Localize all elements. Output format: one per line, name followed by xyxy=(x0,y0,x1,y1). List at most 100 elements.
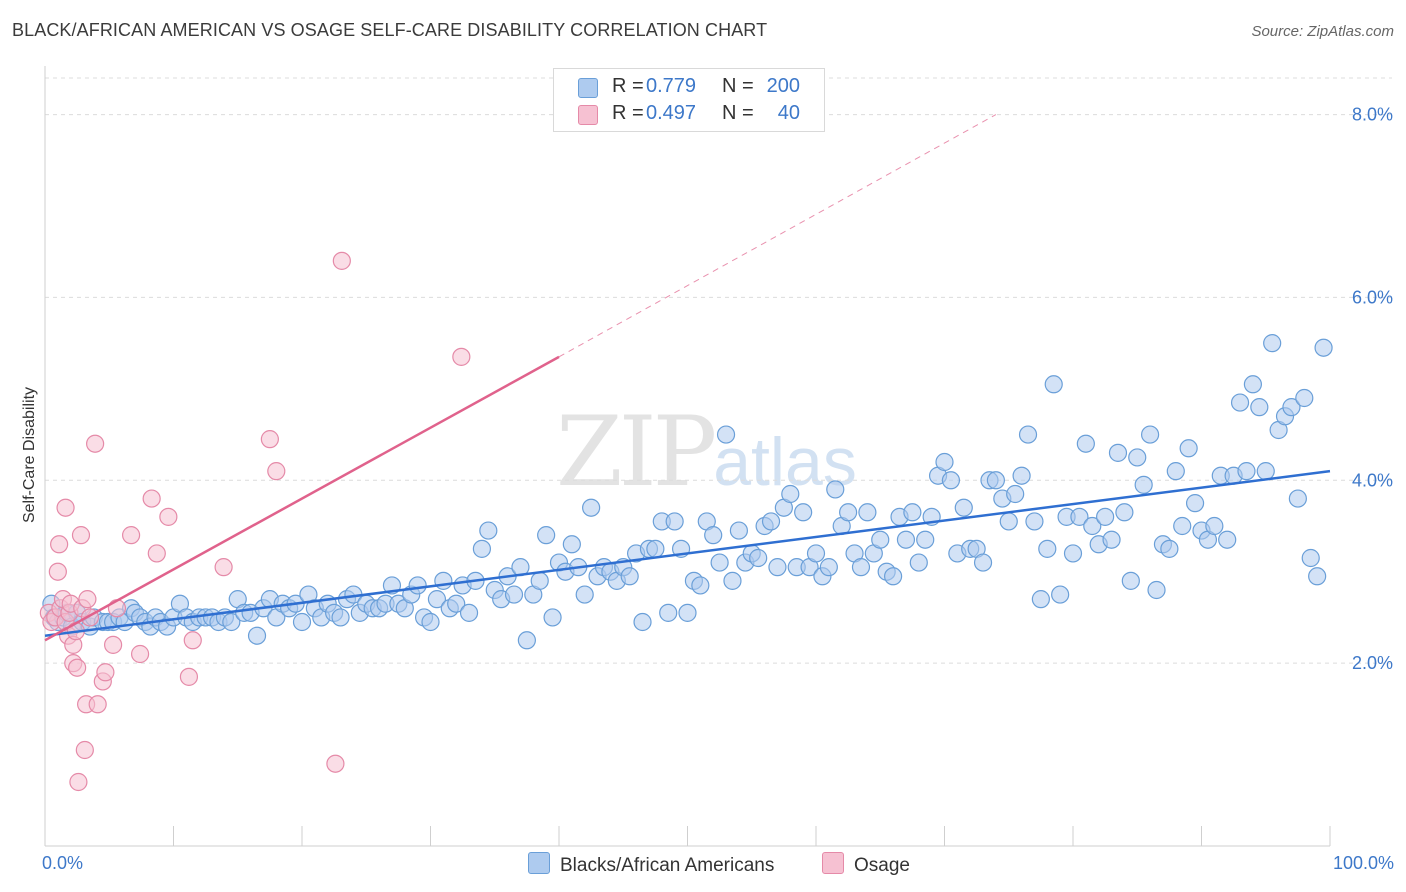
blacks-point xyxy=(1044,375,1063,394)
osage-point xyxy=(104,635,123,654)
blacks-point xyxy=(1256,462,1275,481)
y-tick-label: 2.0% xyxy=(1352,653,1393,673)
blacks-point xyxy=(794,503,813,522)
x-axis-min-label: 0.0% xyxy=(42,853,84,873)
blacks-point xyxy=(954,498,973,517)
blacks-point xyxy=(504,585,524,604)
chart-source: Source: ZipAtlas.com xyxy=(1251,23,1394,40)
osage-point xyxy=(56,498,75,517)
y-tick-label: 6.0% xyxy=(1352,287,1393,307)
blacks-point xyxy=(749,548,768,568)
blacks-point xyxy=(973,553,993,572)
blacks-point xyxy=(909,553,928,572)
legend-label-osage: Osage xyxy=(854,855,910,876)
osage-point xyxy=(332,251,351,270)
blacks-point xyxy=(659,603,678,622)
blacks-point xyxy=(292,612,312,632)
pink-swatch xyxy=(822,852,844,874)
blacks-point xyxy=(1160,539,1179,558)
blacks-point xyxy=(1263,334,1282,353)
y-axis-label: Self-Care Disability xyxy=(21,386,38,524)
blacks-point xyxy=(247,626,267,645)
blacks-point xyxy=(620,567,639,586)
blacks-point xyxy=(517,631,536,650)
n-label: N = xyxy=(722,102,754,124)
blacks-point xyxy=(1295,388,1314,408)
osage-point xyxy=(142,489,161,508)
blacks-point xyxy=(1218,530,1237,549)
blacks-point xyxy=(678,603,697,622)
r-value: 0.497 xyxy=(646,102,697,124)
blacks-point xyxy=(691,576,710,595)
blacks-point xyxy=(729,521,749,540)
r-value: 0.779 xyxy=(646,75,697,97)
blacks-point xyxy=(1173,516,1192,536)
osage-trend-line xyxy=(44,355,560,642)
blacks-point xyxy=(633,612,652,632)
blacks-point xyxy=(986,471,1006,490)
osage-point xyxy=(107,599,127,618)
blacks-point xyxy=(723,571,742,590)
blacks-point xyxy=(916,530,935,549)
osage-point xyxy=(121,526,141,545)
blacks-point xyxy=(543,608,562,627)
blacks-point xyxy=(819,558,838,577)
blacks-point xyxy=(1205,516,1224,536)
blacks-point xyxy=(530,571,549,590)
x-axis-max-label: 100.0% xyxy=(1332,853,1394,873)
blacks-point xyxy=(716,425,736,444)
stats-legend-row-blacks: R = 0.779 N = 200 xyxy=(554,74,824,100)
legend-label-blacks: Blacks/African Americans xyxy=(560,855,775,876)
watermark: ZIPatlas xyxy=(556,396,857,508)
blacks-point xyxy=(575,585,594,604)
blacks-point xyxy=(826,480,845,499)
blacks-point xyxy=(562,535,581,554)
blacks-point xyxy=(665,512,684,531)
osage-point xyxy=(69,772,88,792)
blacks-point xyxy=(1006,484,1025,504)
osage-point xyxy=(183,631,202,650)
blacks-point xyxy=(646,539,665,558)
blacks-point xyxy=(582,498,601,517)
stats-legend-row-osage: R = 0.497 N = 40 xyxy=(554,101,824,127)
blacks-point xyxy=(710,553,729,572)
blacks-trend-line xyxy=(44,469,1331,637)
y-tick-label: 4.0% xyxy=(1352,470,1393,490)
blacks-point xyxy=(434,571,453,590)
blacks-point xyxy=(941,471,961,490)
blacks-point xyxy=(1230,393,1250,412)
blacks-point xyxy=(1076,434,1095,453)
osage-point xyxy=(88,695,107,714)
chart-title: BLACK/AFRICAN AMERICAN VS OSAGE SELF-CAR… xyxy=(12,20,768,40)
blacks-point xyxy=(1243,375,1263,394)
osage-point xyxy=(452,347,471,366)
osage-point xyxy=(326,754,345,773)
osage-point xyxy=(179,667,199,686)
blacks-point xyxy=(1063,544,1083,563)
blacks-point xyxy=(1051,585,1070,604)
blacks-point xyxy=(768,558,787,577)
blacks-point xyxy=(472,539,491,558)
blacks-point xyxy=(1185,494,1205,513)
osage-point xyxy=(159,507,178,526)
blacks-point xyxy=(704,526,723,545)
blacks-point xyxy=(427,590,447,609)
stats-legend: R = 0.779 N = 200 R = 0.497 N = 40 xyxy=(553,68,825,132)
blacks-point xyxy=(1134,475,1153,494)
blacks-point xyxy=(851,558,871,577)
blacks-point xyxy=(1282,398,1301,417)
blacks-point xyxy=(1237,462,1256,481)
blacks-point xyxy=(421,612,440,632)
blacks-point xyxy=(883,567,903,586)
osage-point xyxy=(147,544,166,563)
blacks-point xyxy=(896,530,916,549)
blacks-point xyxy=(1031,590,1050,609)
blacks-point xyxy=(1018,425,1038,444)
blacks-point xyxy=(1083,516,1102,536)
osage-point xyxy=(260,430,279,449)
blacks-point xyxy=(447,594,466,613)
blacks-point xyxy=(761,512,781,531)
osage-point xyxy=(78,590,97,609)
blacks-point xyxy=(1102,530,1121,549)
